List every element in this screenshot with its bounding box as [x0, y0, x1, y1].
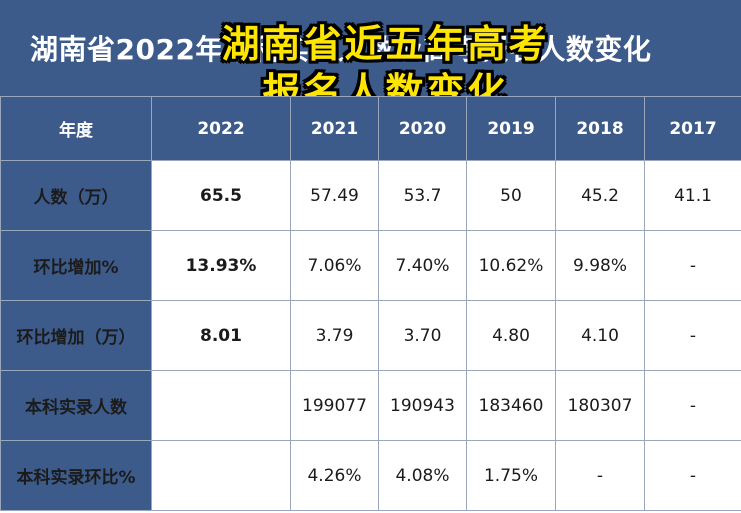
table-cell: 1.75% [466, 440, 556, 511]
table-cell: 7.40% [378, 230, 467, 301]
table-cell: 3.70 [378, 300, 467, 371]
enrollment-table: 年度 2022 2021 2020 2019 2018 2017 人数（万） 6… [0, 96, 741, 511]
table-cell: - [644, 300, 741, 371]
table-cell: - [644, 370, 741, 441]
table-cell [151, 440, 291, 511]
table-cell: 41.1 [644, 160, 741, 231]
table-cell [151, 370, 291, 441]
row-label: 本科实录环比% [0, 440, 152, 511]
header-year-2018: 2018 [555, 96, 645, 161]
header-year-label: 年度 [0, 96, 152, 161]
table-row: 本科实录人数 199077 190943 183460 180307 - [0, 370, 741, 441]
table-header-row: 年度 2022 2021 2020 2019 2018 2017 [0, 96, 741, 161]
row-label: 环比增加（万） [0, 300, 152, 371]
table-cell: 57.49 [290, 160, 379, 231]
table-cell: 9.98% [555, 230, 645, 301]
table-cell: 65.5 [151, 160, 291, 231]
table-cell: - [644, 440, 741, 511]
table-cell: 45.2 [555, 160, 645, 231]
table-cell: 50 [466, 160, 556, 231]
header-year-2021: 2021 [290, 96, 379, 161]
table-cell: 190943 [378, 370, 467, 441]
table-cell: 10.62% [466, 230, 556, 301]
table-cell: 180307 [555, 370, 645, 441]
header-year-2019: 2019 [466, 96, 556, 161]
table-row: 本科实录环比% 4.26% 4.08% 1.75% - - [0, 440, 741, 511]
header-year-2022: 2022 [151, 96, 291, 161]
table-cell: - [644, 230, 741, 301]
table-row: 环比增加（万） 8.01 3.79 3.70 4.80 4.10 - [0, 300, 741, 371]
title-bar: 湖南省2022年本科实录人数及高考报名人数变化 [0, 0, 741, 98]
row-label: 人数（万） [0, 160, 152, 231]
table-cell: 183460 [466, 370, 556, 441]
table-cell: 53.7 [378, 160, 467, 231]
table-cell: 4.08% [378, 440, 467, 511]
table-cell: 7.06% [290, 230, 379, 301]
row-label: 本科实录人数 [0, 370, 152, 441]
table-cell: 13.93% [151, 230, 291, 301]
row-label: 环比增加% [0, 230, 152, 301]
table-cell: 4.10 [555, 300, 645, 371]
table-cell: 8.01 [151, 300, 291, 371]
table-cell: 4.26% [290, 440, 379, 511]
table-cell: 3.79 [290, 300, 379, 371]
table-cell: 199077 [290, 370, 379, 441]
table-cell: 4.80 [466, 300, 556, 371]
table-cell: - [555, 440, 645, 511]
header-year-2017: 2017 [644, 96, 741, 161]
table-title: 湖南省2022年本科实录人数及高考报名人数变化 [30, 33, 652, 66]
overlay-caption-line1: 湖南省近五年高考 [221, 22, 550, 66]
table-row: 人数（万） 65.5 57.49 53.7 50 45.2 41.1 [0, 160, 741, 231]
table-row: 环比增加% 13.93% 7.06% 7.40% 10.62% 9.98% - [0, 230, 741, 301]
header-year-2020: 2020 [378, 96, 467, 161]
